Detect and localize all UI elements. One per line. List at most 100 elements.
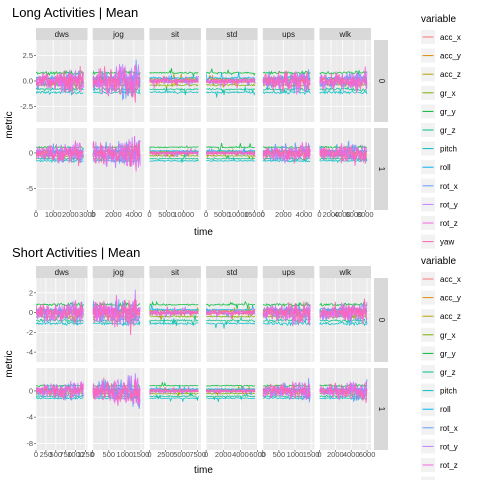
legend-label-roll: roll <box>440 405 451 414</box>
x-tick-label: 8000 <box>357 210 374 219</box>
y-tick-label: 2.5 <box>23 51 33 60</box>
y-tick-label: -2.5 <box>20 102 33 111</box>
x-tick-label: 4000 <box>296 210 313 219</box>
y-tick-label: -4 <box>26 348 33 357</box>
y-tick-label: -2 <box>26 328 33 337</box>
y-tick-label: 2 <box>29 288 33 297</box>
legend-label-rot_x: rot_x <box>440 424 458 433</box>
legend-label-rot_z: rot_z <box>440 461 458 470</box>
panel-sit-1 <box>149 368 201 450</box>
facet-label-dws: dws <box>55 268 69 277</box>
legend-label-acc_y: acc_y <box>440 52 461 61</box>
x-tick-label: 500 <box>273 450 286 459</box>
x-tick-label: 1000 <box>45 210 62 219</box>
x-tick-label: 0 <box>91 210 95 219</box>
facet-row-label-0: 0 <box>377 79 386 84</box>
x-tick-label: 2000 <box>62 210 79 219</box>
legend-key <box>421 477 435 480</box>
x-tick-label: 2500 <box>157 450 174 459</box>
panel-ups-0 <box>263 278 315 362</box>
y-axis-label: metric <box>4 111 15 138</box>
facet-label-sit: sit <box>171 30 180 39</box>
panel-jog-0 <box>93 278 145 362</box>
x-tick-label: 4000 <box>126 210 143 219</box>
panel-dws-0 <box>36 40 88 122</box>
x-tick-label: 0 <box>317 210 321 219</box>
legend-label-acc_y: acc_y <box>440 294 461 303</box>
panel-wlk-1 <box>320 368 372 450</box>
facet-label-std: std <box>227 268 238 277</box>
panel-sit-0 <box>149 278 201 362</box>
y-tick-label: 0 <box>29 148 33 157</box>
panel-std-0 <box>206 40 258 122</box>
facet-label-wlk: wlk <box>338 268 352 277</box>
x-tick-label: 1000 <box>117 450 134 459</box>
x-tick-label: 0 <box>34 450 38 459</box>
panel-sit-1 <box>149 128 201 210</box>
legend-label-pitch: pitch <box>440 387 457 396</box>
y-tick-label: 0 <box>29 308 33 317</box>
legend-label-acc_z: acc_z <box>440 312 461 321</box>
facet-label-jog: jog <box>112 30 124 39</box>
panel-background <box>263 128 315 210</box>
facet-row-label-0: 0 <box>377 318 386 323</box>
legend-title: variable <box>421 256 456 267</box>
panel-jog-0 <box>93 40 145 122</box>
facet-row-label-1: 1 <box>377 167 386 172</box>
y-tick-label: 0.0 <box>23 77 33 86</box>
x-tick-label: 0 <box>147 210 151 219</box>
panel-ups-0 <box>263 40 315 122</box>
legend-label-rot_y: rot_y <box>440 442 458 451</box>
panel-sit-0 <box>149 40 201 122</box>
y-axis-label: metric <box>4 350 15 377</box>
panel-background <box>149 368 201 450</box>
legend-label-gr_z: gr_z <box>440 368 456 377</box>
legend-label-acc_x: acc_x <box>440 275 461 284</box>
y-tick-label: -8 <box>26 439 33 448</box>
facet-label-dws: dws <box>55 30 69 39</box>
x-tick-label: 4000 <box>343 450 360 459</box>
facet-row-label-1: 1 <box>377 407 386 412</box>
x-tick-label: 1000 <box>287 450 304 459</box>
facet-label-ups: ups <box>282 30 295 39</box>
panel-background <box>263 368 315 450</box>
panel-background <box>149 278 201 362</box>
legend-label-gr_y: gr_y <box>440 107 456 116</box>
x-tick-label: 0 <box>317 450 321 459</box>
y-tick-label: -4 <box>26 413 33 422</box>
x-tick-label: 4000 <box>232 450 249 459</box>
legend-label-roll: roll <box>440 163 451 172</box>
x-tick-label: 0 <box>261 210 265 219</box>
panel-dws-1 <box>36 128 88 210</box>
panel-jog-1 <box>93 128 145 210</box>
panel-wlk-1 <box>320 128 372 210</box>
legend-label-gr_z: gr_z <box>440 126 456 135</box>
legend-label-gr_x: gr_x <box>440 89 456 98</box>
x-tick-label: 6000 <box>359 450 376 459</box>
legend-title: variable <box>421 14 456 25</box>
panel-jog-1 <box>93 368 145 450</box>
x-axis-label: time <box>194 465 213 476</box>
x-tick-label: 0 <box>147 450 151 459</box>
panel-dws-1 <box>36 368 88 450</box>
panel-background <box>36 368 88 450</box>
x-tick-label: 2000 <box>327 450 344 459</box>
panel-ups-1 <box>263 368 315 450</box>
facet-label-wlk: wlk <box>338 30 352 39</box>
y-tick-label: 0 <box>29 386 33 395</box>
panel-std-1 <box>206 368 258 450</box>
panel-ups-1 <box>263 128 315 210</box>
legend-label-pitch: pitch <box>440 145 457 154</box>
panel-wlk-0 <box>320 40 372 122</box>
x-axis-label: time <box>194 227 213 238</box>
facet-label-ups: ups <box>282 268 295 277</box>
x-tick-label: 0 <box>34 210 38 219</box>
panel-wlk-0 <box>320 278 372 362</box>
facet-label-jog: jog <box>112 268 124 277</box>
chart-title: Short Activities | Mean <box>12 245 140 260</box>
legend-label-acc_z: acc_z <box>440 70 461 79</box>
